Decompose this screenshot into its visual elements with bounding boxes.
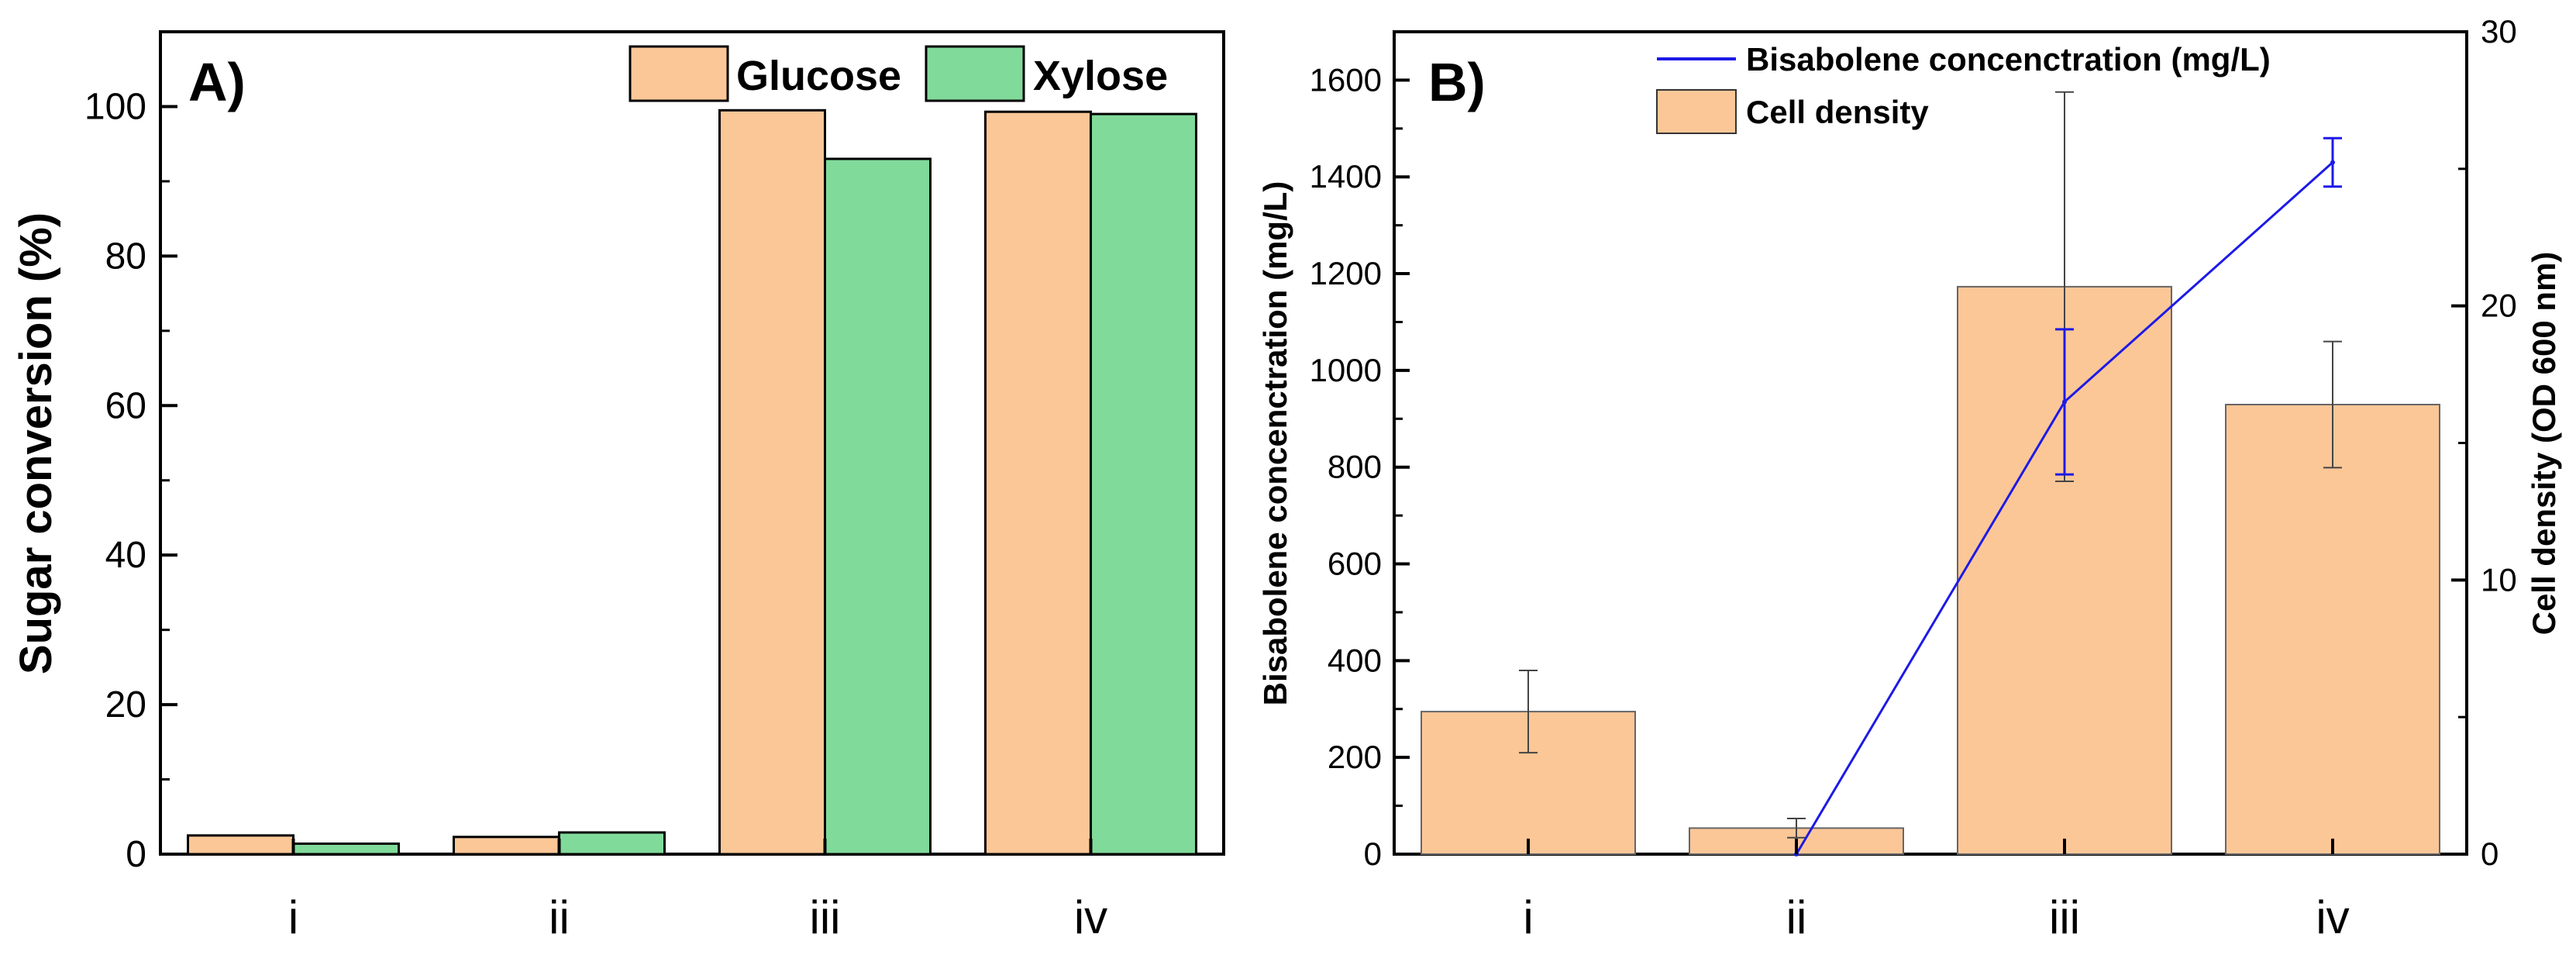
bar-xylose-iv [1090,112,1197,856]
bar-cell-density-iv [2225,403,2440,855]
panel-a-bars [187,109,1197,856]
x-tick-label-iv: iv [2316,891,2349,943]
right-tick-label-20: 20 [2481,288,2517,324]
x-tick-label-i: i [288,891,298,943]
x-tick-label-ii: ii [549,891,570,943]
panel-b-left-axis: 0 200 400 600 800 1000 1200 1400 1600 [1310,61,1410,872]
x-tick-label-iv: iv [1074,891,1107,943]
x-tick-label-iii: iii [2049,891,2080,943]
y-tick-label-60: 60 [105,385,146,426]
bar-xylose-iii [824,157,932,856]
left-tick-label-1000: 1000 [1310,352,1382,388]
panel-a-y-axis: 0 20 40 60 80 100 [84,86,177,875]
bar-glucose-iii [718,109,826,856]
left-tick-label-800: 800 [1328,449,1382,485]
panel-b-line [1794,136,2342,856]
panel-a-y-axis-title: Sugar conversion (%) [11,212,61,674]
x-tick-label-ii: ii [1786,891,1807,943]
legend-label-glucose: Glucose [736,53,901,99]
legend-swatch-cell-density [1656,89,1737,134]
left-tick-label-400: 400 [1328,642,1382,678]
legend-label-xylose: Xylose [1033,53,1168,99]
bar-glucose-ii [453,836,560,856]
legend-swatch-glucose [629,45,729,102]
panel-b-label: B) [1428,52,1486,112]
right-tick-label-30: 30 [2481,13,2517,50]
x-tick-label-iii: iii [810,891,841,943]
panel-b-bars [1421,91,2440,856]
panel-a-x-axis: i ii iii iv [288,839,1107,943]
left-tick-label-1200: 1200 [1310,255,1382,291]
y-tick-label-20: 20 [105,684,146,725]
left-tick-label-200: 200 [1328,739,1382,775]
legend-label-bisabolene: Bisabolene concenctration (mg/L) [1746,41,2271,78]
panel-b-right-axis: 0 10 20 30 [2451,13,2517,872]
right-tick-label-10: 10 [2481,561,2517,598]
left-tick-label-1600: 1600 [1310,61,1382,98]
panel-b-legend: Bisabolene concenctration (mg/L) Cell de… [1656,41,2271,134]
bar-xylose-i [292,842,400,856]
x-tick-label-i: i [1523,891,1533,943]
bar-glucose-iv [984,110,1092,856]
right-tick-label-0: 0 [2481,836,2499,872]
y-tick-label-100: 100 [84,86,146,127]
legend-label-cell-density: Cell density [1746,94,1929,130]
y-tick-label-80: 80 [105,236,146,277]
panel-b-x-axis: i ii iii iv [1523,839,2350,943]
y-tick-label-40: 40 [105,535,146,576]
panel-b-left-axis-title: Bisabolene concenctration (mg/L) [1257,181,1293,706]
left-tick-label-600: 600 [1328,546,1382,582]
legend-swatch-xylose [925,45,1025,102]
panel-b-right-axis-title: Cell density (OD 600 nm) [2526,252,2562,636]
left-tick-label-0: 0 [1364,836,1382,872]
y-tick-label-0: 0 [126,834,146,875]
panel-a-frame [159,30,1225,856]
left-tick-label-1400: 1400 [1310,158,1382,195]
bar-xylose-ii [558,831,666,856]
panel-a-legend: Glucose Xylose [629,45,1168,102]
panel-a-label: A) [188,52,246,112]
bar-glucose-i [187,834,294,856]
